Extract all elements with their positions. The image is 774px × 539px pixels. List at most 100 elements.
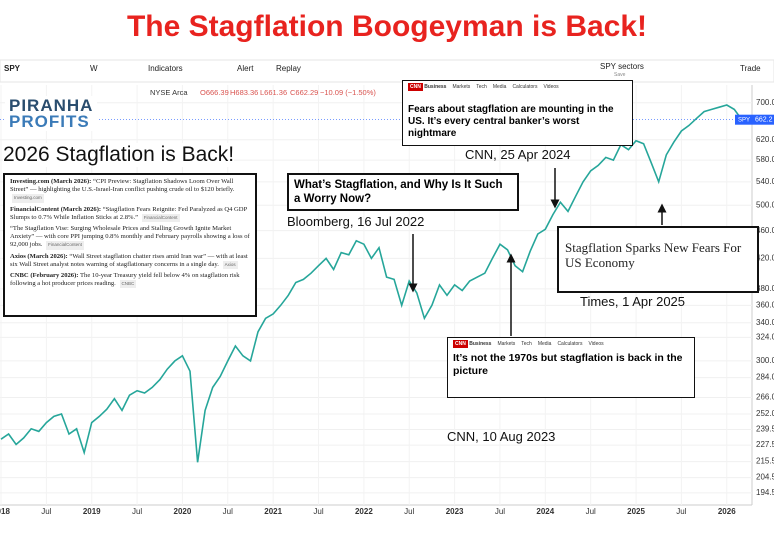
y-tick-label: 500.0 xyxy=(756,200,774,209)
x-tick-label: Jul xyxy=(132,507,142,516)
news-text: “CPI Preview: Stagflation Shadows Loom O… xyxy=(10,178,235,194)
callout-headline: Stagflation Sparks New Fears For US Econ… xyxy=(565,240,742,270)
y-tick-label: 420.0 xyxy=(756,253,774,262)
page-title: The Stagflation Boogeyman is Back! xyxy=(126,10,648,43)
callout-caption: Bloomberg, 16 Jul 2022 xyxy=(287,214,425,229)
x-tick-label: Jul xyxy=(41,507,51,516)
x-tick-label: 2026 xyxy=(718,507,736,516)
y-tick-label: 700.0 xyxy=(756,98,774,107)
nav-item[interactable]: Calculators xyxy=(512,84,538,90)
toolbar-layout[interactable]: SPY sectors xyxy=(600,62,644,71)
y-tick-label: 620.0 xyxy=(756,135,774,144)
nav-item[interactable]: Media xyxy=(492,84,507,90)
news-source: Investing.com (March 2026): xyxy=(10,178,92,185)
news-tag: Investing.com xyxy=(12,194,44,203)
news-source: FinancialContent (March 2026): xyxy=(10,205,102,213)
news-source: Axios (March 2026): xyxy=(10,252,68,260)
x-tick-label: Jul xyxy=(404,507,414,516)
callout-caption: CNN, 25 Apr 2024 xyxy=(465,147,571,162)
news-tag: Axios xyxy=(222,260,238,270)
logo-line1: PIRANHA xyxy=(9,96,94,115)
callout-box: What’s Stagflation, and Why Is It Such a… xyxy=(287,173,519,211)
toolbar-alert[interactable]: Alert xyxy=(237,64,254,73)
x-tick-label: 2020 xyxy=(174,507,192,516)
toolbar-trade[interactable]: Trade xyxy=(740,64,761,73)
nav-item[interactable]: Calculators xyxy=(557,341,583,347)
y-tick-label: 340.0 xyxy=(756,318,774,327)
y-tick-label: 300.0 xyxy=(756,356,774,365)
callout-caption: CNN, 10 Aug 2023 xyxy=(447,429,556,444)
y-tick-label: 540.0 xyxy=(756,177,774,186)
cnn-header: CNN Business Markets Tech Media Calculat… xyxy=(453,340,689,348)
x-tick-label: Jul xyxy=(676,507,686,516)
x-tick-label: 2025 xyxy=(627,507,645,516)
y-tick-label: 252.0 xyxy=(756,409,774,418)
x-tick-label: Jul xyxy=(223,507,233,516)
nav-item[interactable]: Markets xyxy=(452,84,471,90)
toolbar-indicators[interactable]: Indicators xyxy=(148,64,183,73)
y-tick-label: 266.0 xyxy=(756,393,774,402)
news-text: The 10-year Treasury yield fell below 4%… xyxy=(10,272,240,288)
legend-change: −10.09 (−1.50%) xyxy=(320,88,376,97)
legend-open: O666.39 xyxy=(200,88,229,97)
price-tag-bg xyxy=(752,114,774,125)
x-tick-label: 2022 xyxy=(355,507,373,516)
cnn-section: Business xyxy=(469,341,492,347)
nav-item[interactable]: Tech xyxy=(476,84,487,90)
news-tag: CNBC xyxy=(119,280,137,289)
y-tick-label: 324.0 xyxy=(756,333,774,342)
callout-headline: It’s not the 1970s but stagflation is ba… xyxy=(453,352,683,377)
news-box: Investing.com (March 2026): “CPI Preview… xyxy=(3,173,257,317)
headline: 2026 Stagflation is Back! xyxy=(3,143,235,167)
price-tag: 662.2 xyxy=(755,117,773,124)
logo: PIRANHA PROFITS xyxy=(5,96,98,131)
toolbar-save[interactable]: Save xyxy=(614,72,626,78)
legend-exchange: NYSE Arca xyxy=(150,88,188,97)
x-tick-label: Jul xyxy=(495,507,505,516)
series-tag: SPY xyxy=(738,117,750,123)
legend-low: L661.36 xyxy=(260,88,288,97)
x-tick-label: Jul xyxy=(313,507,323,516)
x-tick-label: 2021 xyxy=(264,507,282,516)
toolbar-symbol[interactable]: SPY xyxy=(4,64,21,73)
cnn-header: CNN Business Markets Tech Media Calculat… xyxy=(408,83,627,91)
x-tick-label: 2018 xyxy=(0,507,10,516)
callout-box: CNN Business Markets Tech Media Calculat… xyxy=(447,337,695,398)
y-tick-label: 360.0 xyxy=(756,300,774,309)
legend-close: C662.29 xyxy=(290,88,319,97)
y-tick-label: 227.5 xyxy=(756,440,774,449)
x-tick-label: 2023 xyxy=(446,507,464,516)
logo-line2: PROFITS xyxy=(9,112,90,131)
cnn-logo: CNN xyxy=(453,340,468,348)
callout-box: Stagflation Sparks New Fears For US Econ… xyxy=(557,226,759,293)
cnn-section: Business xyxy=(424,84,447,90)
y-tick-label: 204.5 xyxy=(756,473,774,482)
x-tick-label: 2019 xyxy=(83,507,101,516)
news-text: “Stagflation Fears Reignite: Fed Paralyz… xyxy=(10,205,247,221)
callout-headline: What’s Stagflation, and Why Is It Such a… xyxy=(294,179,503,205)
toolbar-interval[interactable]: W xyxy=(90,64,98,73)
news-tag: FinancialContent xyxy=(141,213,180,223)
y-tick-label: 215.5 xyxy=(756,457,774,466)
callout-caption: Times, 1 Apr 2025 xyxy=(580,294,686,309)
y-tick-label: 460.0 xyxy=(756,226,774,235)
nav-item[interactable]: Media xyxy=(537,341,552,347)
nav-item[interactable]: Videos xyxy=(543,84,559,90)
legend-high: H683.36 xyxy=(230,88,259,97)
series-tag-bg xyxy=(735,114,752,125)
news-text: “The Stagflation Vise: Surging Wholesale… xyxy=(10,225,250,249)
cnn-logo: CNN xyxy=(408,83,423,91)
nav-item[interactable]: Markets xyxy=(497,341,516,347)
news-text: “Wall Street stagflation chatter rises a… xyxy=(10,252,248,268)
callout-headline: Fears about stagflation are mounting in … xyxy=(408,104,614,139)
y-tick-label: 239.5 xyxy=(756,425,774,434)
nav-item[interactable]: Tech xyxy=(521,341,532,347)
nav-item[interactable]: Videos xyxy=(588,341,604,347)
toolbar-replay[interactable]: Replay xyxy=(276,64,301,73)
y-tick-label: 580.0 xyxy=(756,155,774,164)
y-tick-label: 284.0 xyxy=(756,373,774,382)
news-source: CNBC (February 2026): xyxy=(10,272,79,280)
callout-box: CNN Business Markets Tech Media Calculat… xyxy=(402,80,633,146)
